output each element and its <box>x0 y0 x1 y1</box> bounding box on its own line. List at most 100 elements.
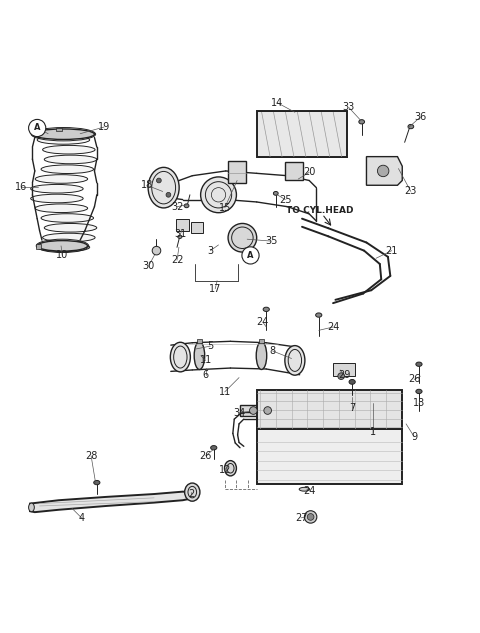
Text: 24: 24 <box>327 322 339 332</box>
Ellipse shape <box>256 342 267 370</box>
Ellipse shape <box>31 194 83 203</box>
Text: 22: 22 <box>171 255 183 265</box>
Text: 13: 13 <box>413 398 425 408</box>
Ellipse shape <box>228 223 257 252</box>
Text: 17: 17 <box>209 284 221 294</box>
Ellipse shape <box>44 223 97 232</box>
Ellipse shape <box>170 342 191 372</box>
Ellipse shape <box>94 480 100 485</box>
Text: 29: 29 <box>338 370 350 380</box>
Text: 9: 9 <box>411 432 417 442</box>
Bar <box>240 405 279 416</box>
Ellipse shape <box>263 307 269 311</box>
Text: 1: 1 <box>370 427 376 437</box>
Ellipse shape <box>349 380 355 384</box>
Circle shape <box>338 373 345 380</box>
Text: 30: 30 <box>142 261 155 272</box>
Text: 36: 36 <box>414 112 427 122</box>
Text: 15: 15 <box>218 203 231 213</box>
Ellipse shape <box>41 214 94 222</box>
Ellipse shape <box>359 120 364 124</box>
Circle shape <box>250 406 257 415</box>
Text: 18: 18 <box>141 180 153 191</box>
Circle shape <box>307 513 314 520</box>
Text: 16: 16 <box>15 182 27 192</box>
Text: 6: 6 <box>203 370 209 380</box>
Circle shape <box>242 247 259 264</box>
Text: 8: 8 <box>269 346 276 356</box>
Ellipse shape <box>43 233 95 242</box>
Circle shape <box>152 246 161 255</box>
Ellipse shape <box>194 342 204 370</box>
Ellipse shape <box>416 389 422 394</box>
Ellipse shape <box>274 191 278 196</box>
Bar <box>285 162 303 180</box>
Circle shape <box>377 165 389 177</box>
Bar <box>228 161 246 183</box>
Text: 10: 10 <box>56 251 69 260</box>
Bar <box>36 244 41 249</box>
Ellipse shape <box>211 446 217 450</box>
Ellipse shape <box>299 487 310 491</box>
Text: 5: 5 <box>207 341 214 351</box>
Ellipse shape <box>408 125 414 128</box>
Ellipse shape <box>201 177 237 213</box>
Circle shape <box>156 178 161 183</box>
Text: 24: 24 <box>303 486 315 496</box>
Text: 20: 20 <box>303 167 315 177</box>
Ellipse shape <box>41 165 94 173</box>
Ellipse shape <box>35 204 88 213</box>
Text: 35: 35 <box>265 236 277 246</box>
Text: A: A <box>34 123 40 132</box>
Bar <box>257 429 402 484</box>
Text: 28: 28 <box>85 451 97 461</box>
Text: 3: 3 <box>207 246 214 256</box>
Ellipse shape <box>148 167 179 208</box>
Text: 24: 24 <box>257 317 269 327</box>
Ellipse shape <box>37 243 90 251</box>
Ellipse shape <box>29 503 34 511</box>
Text: 11: 11 <box>200 355 212 365</box>
Text: 21: 21 <box>385 246 398 256</box>
Ellipse shape <box>37 241 87 251</box>
Text: 25: 25 <box>279 194 291 204</box>
Text: 31: 31 <box>174 229 186 239</box>
Text: 7: 7 <box>349 403 355 413</box>
Text: 26: 26 <box>200 451 212 461</box>
Circle shape <box>304 511 317 523</box>
Bar <box>176 218 189 230</box>
Bar <box>192 222 203 233</box>
Circle shape <box>264 406 272 415</box>
Bar <box>197 339 202 342</box>
Ellipse shape <box>33 129 95 139</box>
Text: 27: 27 <box>295 513 307 523</box>
Bar <box>257 391 402 429</box>
Ellipse shape <box>37 135 90 144</box>
Text: 14: 14 <box>271 97 283 108</box>
Ellipse shape <box>35 175 88 184</box>
Text: 11: 11 <box>218 387 231 397</box>
Text: 32: 32 <box>171 202 183 212</box>
Ellipse shape <box>416 362 422 367</box>
Text: A: A <box>247 251 254 260</box>
Bar <box>259 339 264 342</box>
Polygon shape <box>30 492 190 512</box>
Circle shape <box>166 192 171 197</box>
Ellipse shape <box>31 184 83 193</box>
Ellipse shape <box>178 235 182 239</box>
Ellipse shape <box>285 346 305 375</box>
Text: 4: 4 <box>79 513 84 523</box>
Text: 23: 23 <box>405 187 417 196</box>
Text: 26: 26 <box>408 375 420 384</box>
Polygon shape <box>366 156 402 185</box>
Circle shape <box>29 120 46 137</box>
Text: 34: 34 <box>233 408 245 418</box>
Text: 19: 19 <box>98 122 110 132</box>
Text: TO CYL.HEAD: TO CYL.HEAD <box>287 206 354 215</box>
Text: 2: 2 <box>188 489 194 499</box>
Text: 33: 33 <box>343 103 355 113</box>
Bar <box>257 111 348 156</box>
Bar <box>333 363 355 376</box>
Ellipse shape <box>225 461 237 476</box>
Ellipse shape <box>184 204 189 208</box>
